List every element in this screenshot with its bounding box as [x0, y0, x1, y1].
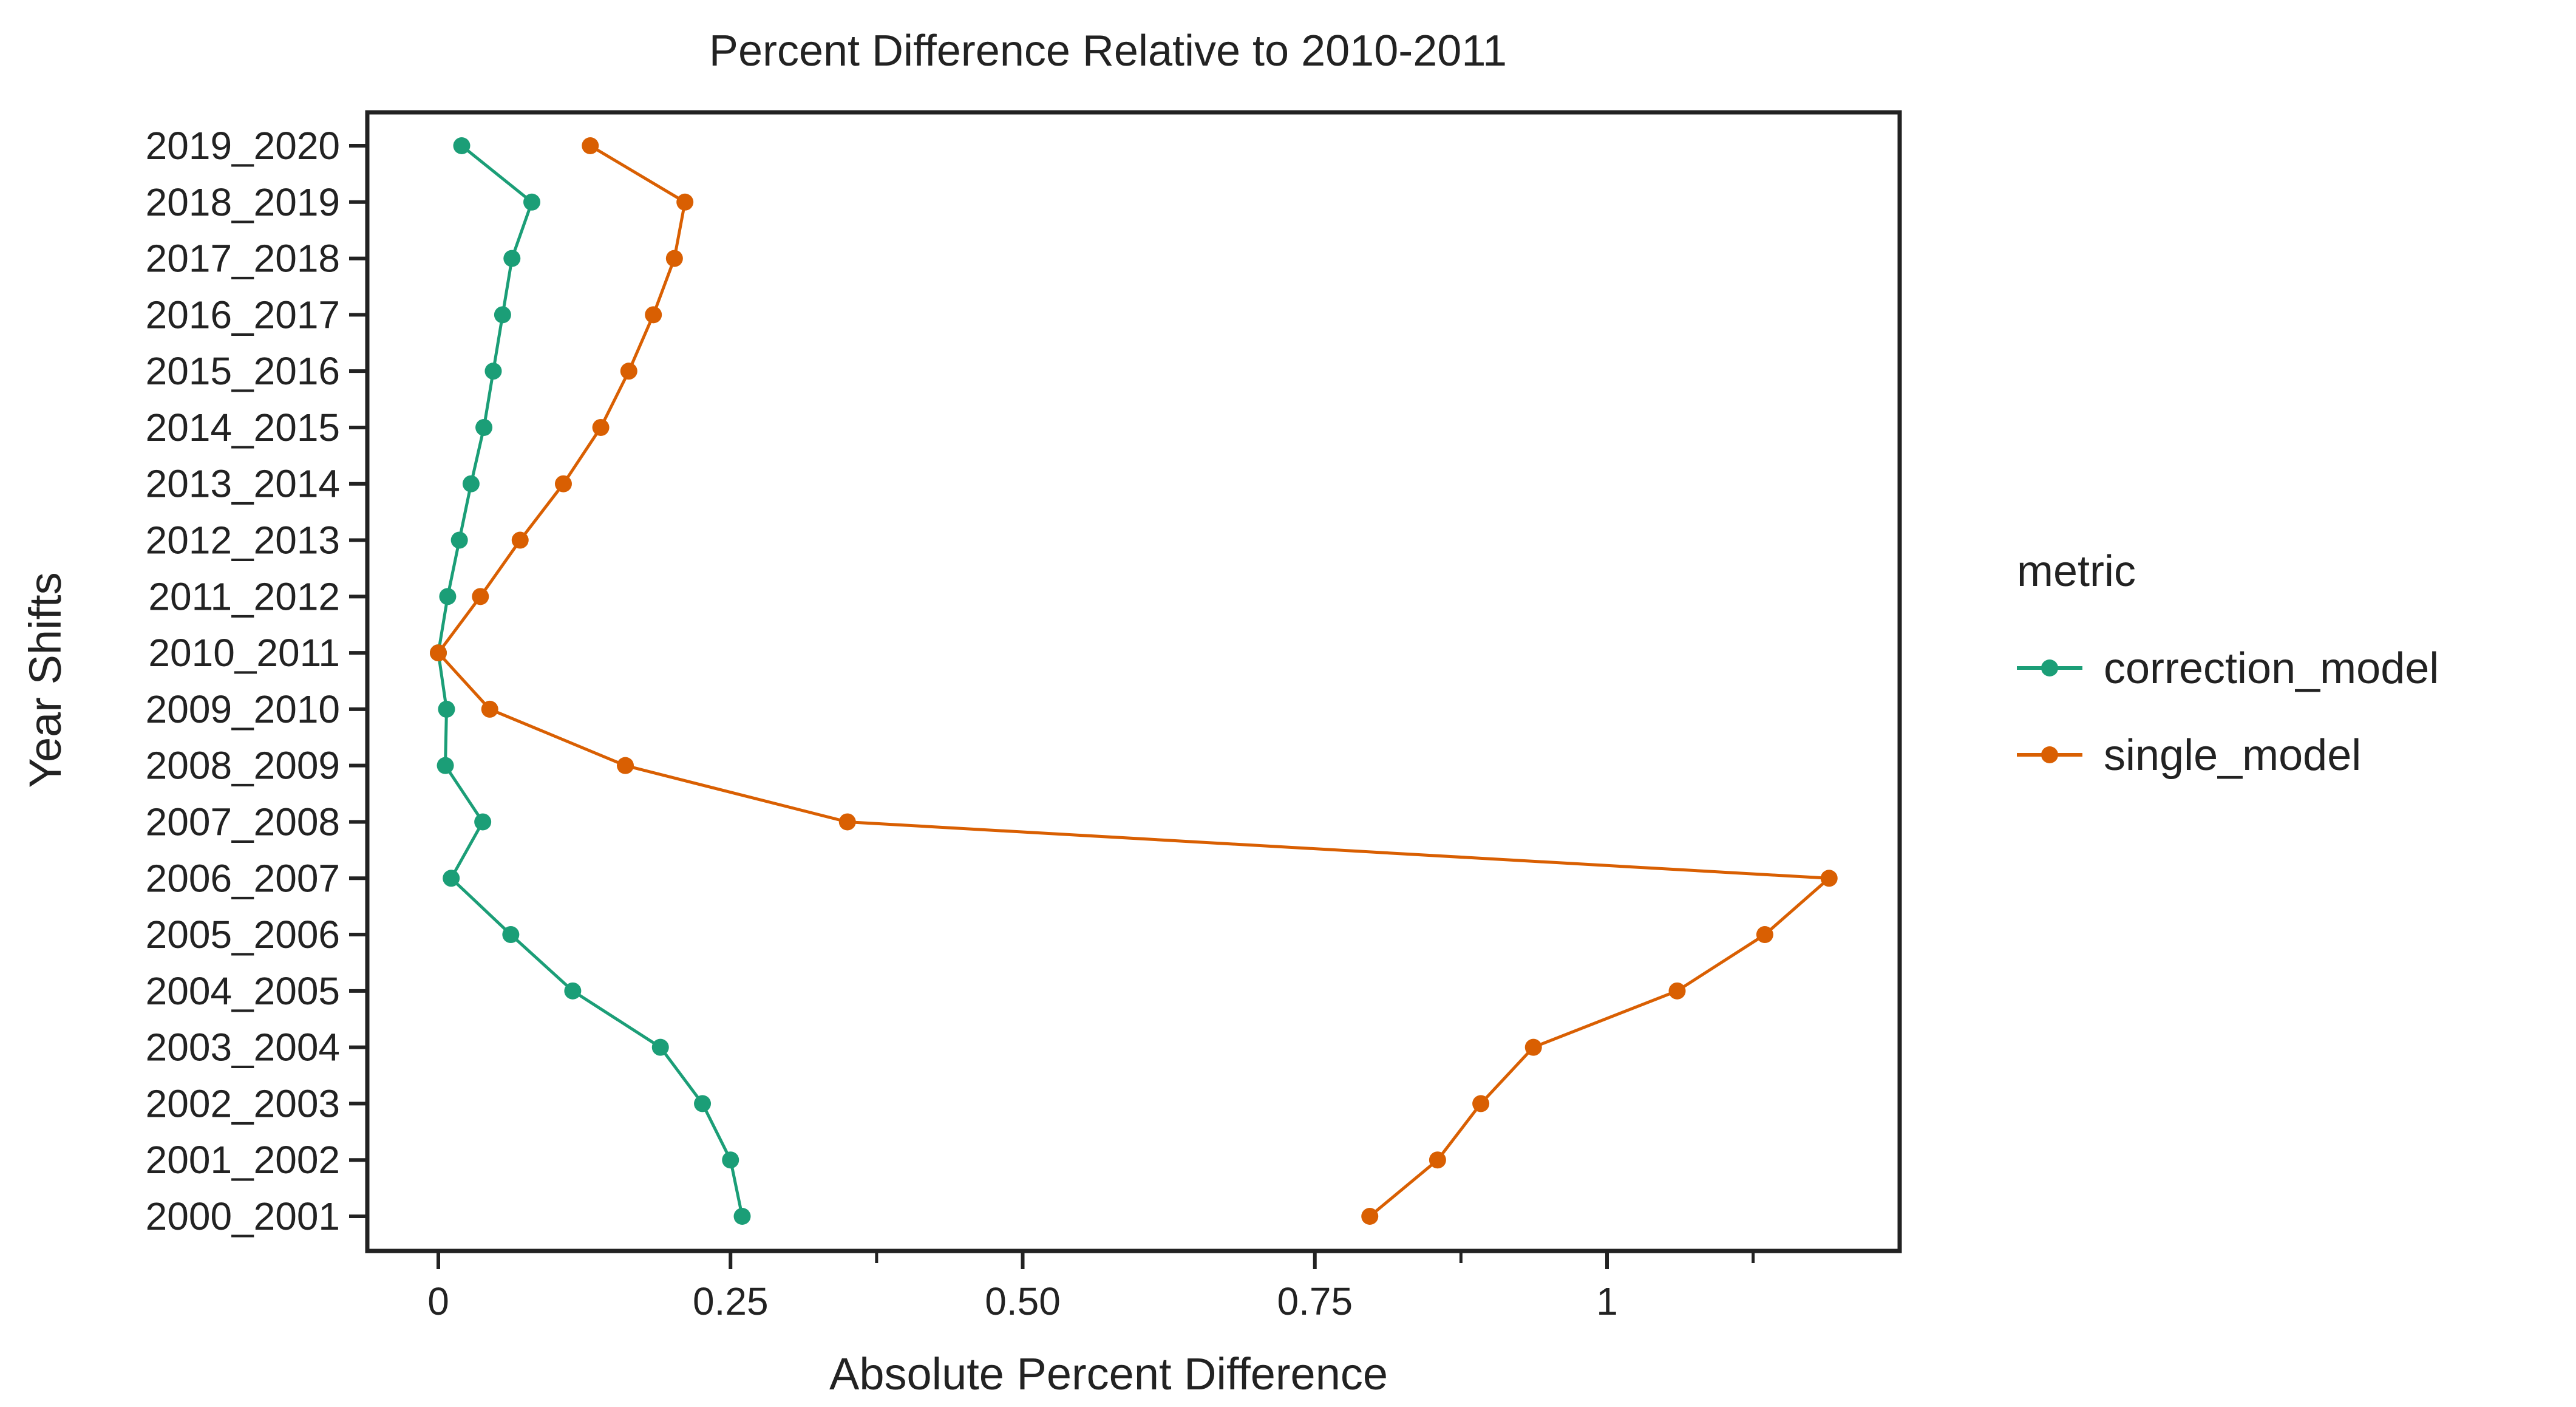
y-tick-label: 2002_2003 — [146, 1082, 340, 1125]
data-point-correction_model — [438, 700, 455, 718]
y-tick-label: 2016_2017 — [146, 293, 340, 336]
legend-label-single_model: single_model — [2104, 731, 2361, 780]
series-line-correction_model — [437, 145, 744, 1217]
chart-title: Percent Difference Relative to 2010-2011 — [709, 27, 1507, 75]
data-point-single_model — [1668, 982, 1686, 1000]
x-tick-label: 0.50 — [985, 1279, 1061, 1323]
data-point-correction_model — [437, 757, 454, 774]
data-point-correction_model — [439, 588, 457, 605]
data-point-single_model — [511, 531, 529, 549]
data-point-correction_model — [733, 1208, 751, 1225]
data-point-single_model — [1756, 926, 1773, 944]
data-point-correction_model — [494, 306, 511, 324]
y-tick-label: 2007_2008 — [146, 800, 340, 843]
data-point-single_model — [472, 588, 489, 605]
y-tick-label: 2008_2009 — [146, 744, 340, 788]
data-point-correction_model — [450, 531, 468, 549]
legend-swatch-marker — [2041, 746, 2058, 763]
data-point-correction_model — [474, 813, 492, 831]
y-tick-label: 2009_2010 — [146, 687, 340, 731]
legend-label-correction_model: correction_model — [2104, 644, 2439, 693]
data-point-correction_model — [523, 193, 540, 211]
data-point-single_model — [665, 250, 683, 267]
y-tick-label: 2015_2016 — [146, 349, 340, 393]
data-point-correction_model — [484, 363, 502, 380]
data-point-single_model — [676, 193, 694, 211]
y-tick-label: 2006_2007 — [146, 856, 340, 900]
legend-swatch-marker — [2041, 659, 2058, 676]
y-tick-label: 2003_2004 — [146, 1026, 340, 1069]
data-point-single_model — [481, 700, 498, 718]
data-point-correction_model — [475, 418, 493, 436]
x-tick-label: 0.25 — [693, 1279, 769, 1323]
plot-frame — [365, 110, 1902, 1253]
data-point-single_model — [582, 137, 599, 154]
data-point-correction_model — [453, 137, 471, 154]
y-tick-label: 2012_2013 — [146, 519, 340, 562]
data-point-correction_model — [694, 1095, 712, 1112]
data-point-correction_model — [443, 870, 460, 887]
y-axis-label: Year Shifts — [20, 572, 70, 788]
data-point-correction_model — [651, 1038, 669, 1056]
data-point-single_model — [1429, 1151, 1446, 1169]
x-axis-label: Absolute Percent Difference — [829, 1349, 1388, 1399]
data-point-correction_model — [503, 250, 521, 267]
x-tick-label: 0.75 — [1277, 1279, 1353, 1323]
legend: metric correction_model single_model — [2017, 547, 2439, 780]
y-tick-label: 2013_2014 — [146, 462, 340, 506]
data-point-single_model — [617, 757, 634, 774]
data-point-single_model — [1472, 1095, 1490, 1112]
y-tick-label: 2001_2002 — [146, 1138, 340, 1182]
x-tick-label: 1 — [1596, 1279, 1618, 1323]
data-point-single_model — [645, 306, 662, 324]
y-tick-label: 2014_2015 — [146, 406, 340, 449]
data-point-single_model — [838, 813, 856, 831]
data-point-single_model — [592, 418, 610, 436]
data-point-single_model — [620, 363, 637, 380]
x-tick-label: 0 — [427, 1279, 449, 1323]
data-point-single_model — [1524, 1038, 1542, 1056]
data-point-correction_model — [564, 982, 582, 1000]
y-tick-label: 2017_2018 — [146, 237, 340, 281]
series-line-single_model — [437, 144, 1831, 1218]
y-tick-label: 2005_2006 — [146, 913, 340, 956]
plot-layer — [430, 137, 1838, 1225]
data-point-correction_model — [722, 1151, 739, 1169]
data-point-single_model — [1361, 1208, 1379, 1225]
y-tick-label: 2011_2012 — [148, 574, 340, 618]
data-point-single_model — [430, 644, 447, 662]
y-tick-label: 2010_2011 — [148, 631, 340, 675]
data-point-correction_model — [462, 475, 480, 492]
y-tick-label: 2000_2001 — [146, 1194, 340, 1238]
legend-title: metric — [2017, 547, 2136, 596]
data-point-single_model — [1820, 870, 1838, 887]
y-tick-label: 2019_2020 — [146, 124, 340, 168]
y-tick-label: 2004_2005 — [146, 969, 340, 1013]
data-point-correction_model — [502, 926, 520, 944]
y-tick-label: 2018_2019 — [146, 180, 340, 224]
data-point-single_model — [554, 475, 572, 492]
